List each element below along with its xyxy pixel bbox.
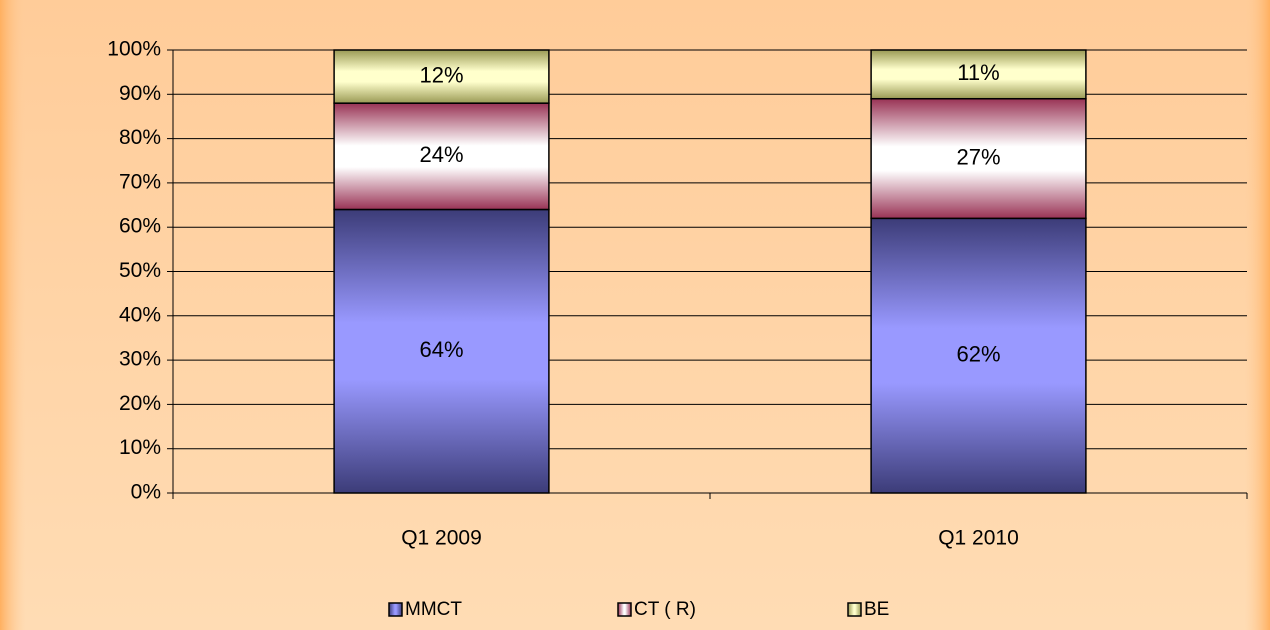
- data-label: 62%: [956, 341, 1000, 366]
- bar-segment: [870, 217, 1087, 494]
- data-label: 27%: [956, 144, 1000, 169]
- y-tick-label: 80%: [119, 126, 161, 149]
- bar-segment: [333, 208, 550, 494]
- y-tick-label: 100%: [107, 38, 161, 61]
- data-label: 24%: [419, 142, 463, 167]
- data-label: 64%: [419, 337, 463, 362]
- data-label: 12%: [419, 62, 463, 87]
- y-tick-label: 20%: [119, 392, 161, 415]
- y-tick-label: 50%: [119, 259, 161, 282]
- y-tick-label: 40%: [119, 303, 161, 326]
- bar-segment: [870, 97, 1087, 220]
- legend-label: MMCT: [405, 599, 462, 620]
- bar-segment: [333, 49, 550, 104]
- bar-segment: [333, 102, 550, 211]
- x-tick-label: Q1 2009: [401, 527, 482, 550]
- y-tick-label: 10%: [119, 436, 161, 459]
- x-tick-label: Q1 2010: [938, 527, 1019, 550]
- legend-swatch: [847, 602, 862, 617]
- data-label: 11%: [957, 60, 999, 85]
- legend-label: BE: [864, 599, 889, 620]
- y-tick-label: 30%: [119, 348, 161, 371]
- legend-swatch: [617, 602, 632, 617]
- y-tick-label: 0%: [131, 481, 161, 504]
- legend-swatch: [388, 602, 403, 617]
- legend-label: CT ( R): [634, 599, 696, 620]
- y-tick-label: 70%: [119, 170, 161, 193]
- bar-segment: [870, 49, 1087, 100]
- y-tick-label: 90%: [119, 82, 161, 105]
- y-tick-label: 60%: [119, 215, 161, 238]
